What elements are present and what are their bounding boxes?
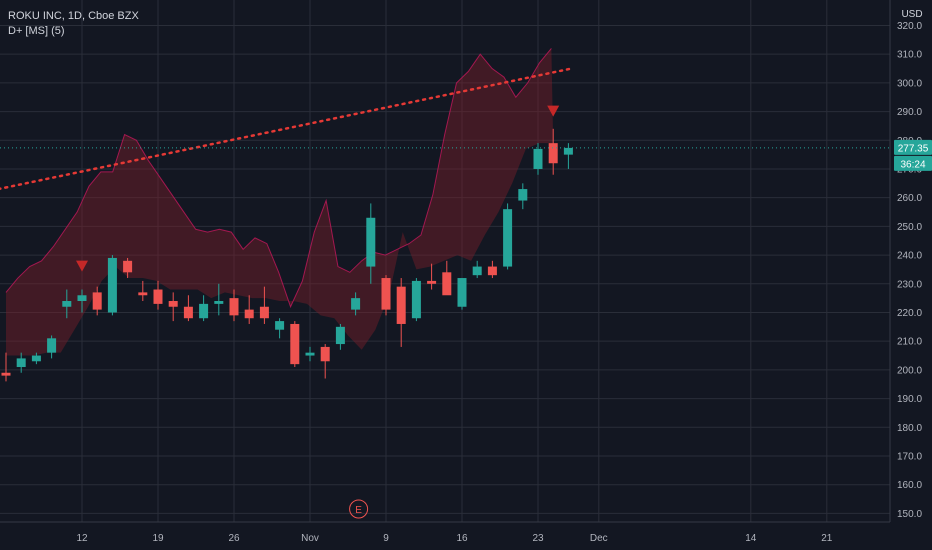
indicator-band xyxy=(6,48,554,356)
candle-body[interactable] xyxy=(107,257,117,313)
candle-body[interactable] xyxy=(244,309,254,319)
sell-signal-arrow-icon xyxy=(76,260,88,272)
candle-body[interactable] xyxy=(487,266,497,276)
x-tick-label: 16 xyxy=(456,533,468,544)
y-tick-label: 320.0 xyxy=(897,21,922,32)
last-price-badge xyxy=(894,139,932,155)
last-price-badge-label: 277.35 xyxy=(898,143,929,154)
candle-body[interactable] xyxy=(411,280,421,319)
candle-body[interactable] xyxy=(381,278,391,310)
candle-body[interactable] xyxy=(442,272,452,296)
y-tick-label: 290.0 xyxy=(897,107,922,118)
candle-body[interactable] xyxy=(31,355,41,362)
y-tick-label: 180.0 xyxy=(897,423,922,434)
indicator-title[interactable]: D+ [MS] (5) xyxy=(8,25,65,37)
chart-legend: ROKU INC, 1D, Cboe BZX D+ [MS] (5) xyxy=(8,9,139,39)
x-tick-label: 23 xyxy=(532,533,544,544)
candle-body[interactable] xyxy=(548,143,558,164)
x-tick-label: 9 xyxy=(383,533,389,544)
candle-body[interactable] xyxy=(275,321,285,330)
candle-body[interactable] xyxy=(366,217,376,267)
candle-body[interactable] xyxy=(351,298,361,310)
y-tick-label: 170.0 xyxy=(897,451,922,462)
x-tick-label: 12 xyxy=(76,533,88,544)
candle-body[interactable] xyxy=(533,148,543,169)
candle-body[interactable] xyxy=(16,358,26,368)
countdown-badge-label: 36:24 xyxy=(900,159,925,170)
candle-body[interactable] xyxy=(259,306,269,319)
candle-body[interactable] xyxy=(518,189,528,201)
y-tick-label: 250.0 xyxy=(897,222,922,233)
dotted-trendline[interactable] xyxy=(0,67,573,191)
candle-body[interactable] xyxy=(1,372,11,376)
candle-body[interactable] xyxy=(503,209,513,267)
x-tick-label: 14 xyxy=(745,533,757,544)
candle-body[interactable] xyxy=(153,289,163,304)
y-tick-label: 150.0 xyxy=(897,509,922,520)
candle-body[interactable] xyxy=(229,298,239,316)
y-tick-label: 220.0 xyxy=(897,308,922,319)
candle-body[interactable] xyxy=(123,260,133,273)
candle-body[interactable] xyxy=(77,295,87,302)
y-tick-label: 240.0 xyxy=(897,251,922,262)
candle-body[interactable] xyxy=(183,306,193,319)
y-tick-label: 160.0 xyxy=(897,480,922,491)
candle-body[interactable] xyxy=(47,338,57,353)
candle-body[interactable] xyxy=(320,346,330,362)
candle-body[interactable] xyxy=(305,352,315,356)
candle-body[interactable] xyxy=(335,326,345,345)
countdown-badge xyxy=(894,155,932,171)
indicator-band-upper-line xyxy=(5,48,552,309)
candle-body[interactable] xyxy=(92,292,102,310)
y-tick-label: 190.0 xyxy=(897,394,922,405)
sell-signal-arrow-icon xyxy=(547,105,560,117)
x-tick-label: 19 xyxy=(152,533,164,544)
candle-body[interactable] xyxy=(168,301,178,307)
earnings-marker-label: E xyxy=(355,505,362,516)
y-tick-label: 300.0 xyxy=(897,78,922,89)
candle-body[interactable] xyxy=(62,301,72,307)
x-tick-label: 26 xyxy=(228,533,240,544)
candle-body[interactable] xyxy=(199,303,209,319)
candle-body[interactable] xyxy=(290,323,300,365)
symbol-title[interactable]: ROKU INC, 1D, Cboe BZX xyxy=(8,10,139,22)
y-tick-label: 230.0 xyxy=(897,279,922,290)
y-tick-label: 310.0 xyxy=(897,50,922,61)
x-tick-label: Nov xyxy=(301,533,319,544)
earnings-marker-icon[interactable] xyxy=(349,499,369,519)
y-tick-label: 260.0 xyxy=(897,193,922,204)
y-tick-label: 200.0 xyxy=(897,365,922,376)
candle-body[interactable] xyxy=(563,147,573,155)
candle-body[interactable] xyxy=(427,280,437,284)
candle-body[interactable] xyxy=(214,301,224,304)
candle-body[interactable] xyxy=(396,286,406,324)
y-tick-label: 210.0 xyxy=(897,337,922,348)
currency-label[interactable]: USD xyxy=(901,9,922,20)
candle-body[interactable] xyxy=(472,266,482,276)
candle-body[interactable] xyxy=(457,278,467,307)
x-tick-label: 21 xyxy=(821,533,833,544)
x-tick-label: Dec xyxy=(590,533,608,544)
candle-body[interactable] xyxy=(138,292,148,296)
